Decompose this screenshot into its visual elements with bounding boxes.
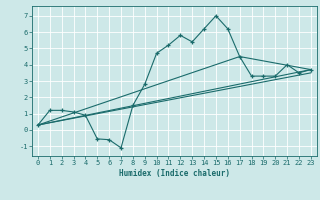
X-axis label: Humidex (Indice chaleur): Humidex (Indice chaleur) [119,169,230,178]
